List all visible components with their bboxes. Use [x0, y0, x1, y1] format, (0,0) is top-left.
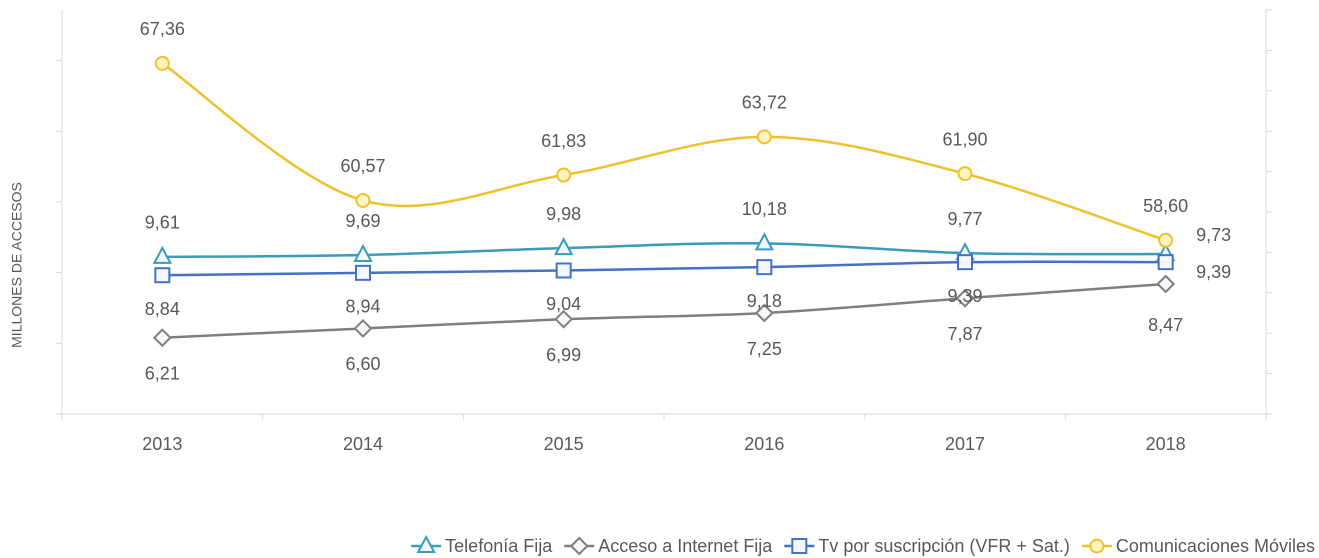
data-label: 6,99 — [546, 345, 581, 365]
marker — [152, 245, 172, 264]
marker — [554, 309, 574, 329]
marker — [556, 167, 572, 183]
data-label: 61,90 — [942, 129, 987, 149]
data-label: 7,25 — [747, 339, 782, 359]
marker — [154, 267, 171, 284]
x-tick-label: 2018 — [1146, 434, 1186, 454]
marker — [555, 262, 572, 279]
marker — [957, 254, 973, 271]
x-tick-label: 2015 — [544, 434, 584, 454]
x-tick-label: 2017 — [945, 434, 985, 454]
data-label: 9,04 — [546, 294, 581, 314]
marker — [554, 236, 574, 256]
x-tick-label: 2013 — [142, 434, 182, 454]
marker — [416, 534, 436, 553]
marker — [154, 55, 170, 71]
marker — [355, 264, 371, 281]
series-line — [162, 242, 1166, 259]
marker — [756, 129, 772, 145]
data-label: 9,98 — [546, 204, 581, 224]
data-label: 9,73 — [1196, 225, 1231, 245]
marker — [756, 259, 773, 276]
data-label: 63,72 — [742, 93, 787, 113]
marker — [353, 243, 373, 263]
data-label: 9,39 — [1196, 262, 1231, 282]
y-axis-title: MILLONES DE ACCESOS — [9, 182, 25, 348]
data-label: 6,60 — [345, 354, 380, 374]
legend-label: Comunicaciones Móviles — [1116, 536, 1315, 556]
legend-label: Acceso a Internet Fija — [598, 536, 773, 556]
marker — [152, 328, 172, 348]
marker — [791, 538, 808, 554]
marker — [353, 319, 373, 338]
x-tick-label: 2016 — [744, 434, 784, 454]
marker — [1157, 254, 1174, 271]
data-label: 8,94 — [345, 297, 380, 317]
marker — [355, 192, 371, 208]
series-line — [162, 260, 1166, 277]
data-label: 61,83 — [541, 131, 586, 151]
marker — [569, 536, 589, 556]
legend-label: Tv por suscripción (VFR + Sat.) — [818, 536, 1070, 556]
marker — [1089, 538, 1105, 554]
data-label: 9,69 — [345, 211, 380, 231]
data-label: 7,87 — [947, 324, 982, 344]
data-label: 8,47 — [1148, 315, 1183, 335]
data-label: 9,61 — [145, 213, 180, 233]
marker — [754, 232, 774, 251]
legend-label: Telefonía Fija — [445, 536, 553, 556]
data-label: 67,36 — [140, 19, 185, 39]
series-line — [162, 282, 1166, 339]
data-label: 9,18 — [747, 291, 782, 311]
marker — [955, 288, 975, 308]
data-label: 60,57 — [340, 156, 385, 176]
data-label: 6,21 — [145, 363, 180, 383]
legend: Telefonía Fija Acceso a Internet Fija Tv p… — [411, 534, 1315, 556]
data-label: 10,18 — [742, 199, 787, 219]
marker — [754, 303, 774, 323]
data-label: 9,39 — [947, 286, 982, 306]
data-label: 58,60 — [1143, 196, 1188, 216]
x-tick-label: 2014 — [343, 434, 383, 454]
data-label: 9,77 — [947, 209, 982, 229]
data-label: 8,84 — [145, 299, 180, 319]
marker — [957, 166, 973, 182]
marker — [1158, 232, 1174, 248]
marker — [1156, 274, 1176, 294]
series-line — [161, 62, 1167, 242]
